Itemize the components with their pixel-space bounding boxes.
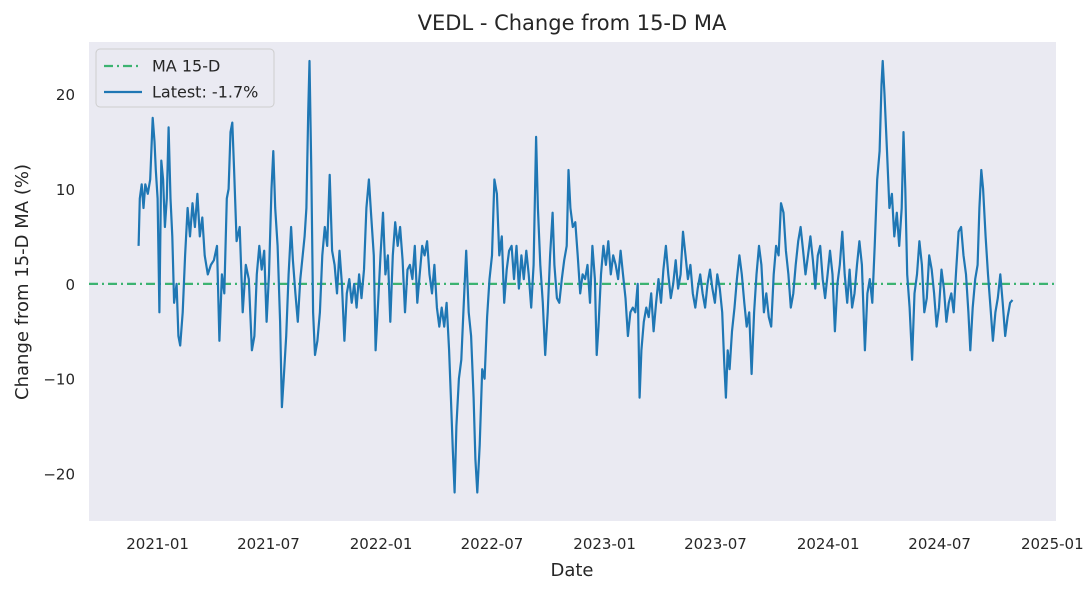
x-tick-label: 2022-01 — [350, 535, 413, 553]
x-axis-ticks: 2021-01 2021-07 2022-01 2022-07 2023-01 2023-… — [126, 535, 1083, 553]
x-tick-label: 2024-01 — [797, 535, 860, 553]
x-tick-label: 2024-07 — [908, 535, 971, 553]
chart-title: VEDL - Change from 15-D MA — [418, 11, 727, 35]
x-tick-label: 2025-01 — [1021, 535, 1084, 553]
y-axis-label: Change from 15-D MA (%) — [12, 164, 33, 400]
plot-background — [89, 42, 1056, 521]
y-tick-label: 20 — [56, 86, 75, 104]
y-tick-label: −20 — [43, 466, 75, 484]
x-tick-label: 2022-07 — [461, 535, 524, 553]
x-tick-label: 2023-01 — [573, 535, 636, 553]
x-tick-label: 2021-07 — [237, 535, 300, 553]
x-axis-label: Date — [550, 560, 593, 581]
legend-ma-label: MA 15-D — [152, 57, 220, 76]
x-tick-label: 2021-01 — [126, 535, 189, 553]
legend-series-label: Latest: -1.7% — [152, 83, 258, 102]
x-tick-label: 2023-07 — [684, 535, 747, 553]
legend: MA 15-D Latest: -1.7% — [95, 48, 275, 108]
y-tick-label: 0 — [65, 276, 75, 294]
y-tick-label: −10 — [43, 371, 75, 389]
series-line-latest — [137, 59, 1014, 494]
y-axis-ticks: −20 −10 0 10 20 — [43, 86, 75, 483]
y-tick-label: 10 — [56, 181, 75, 199]
